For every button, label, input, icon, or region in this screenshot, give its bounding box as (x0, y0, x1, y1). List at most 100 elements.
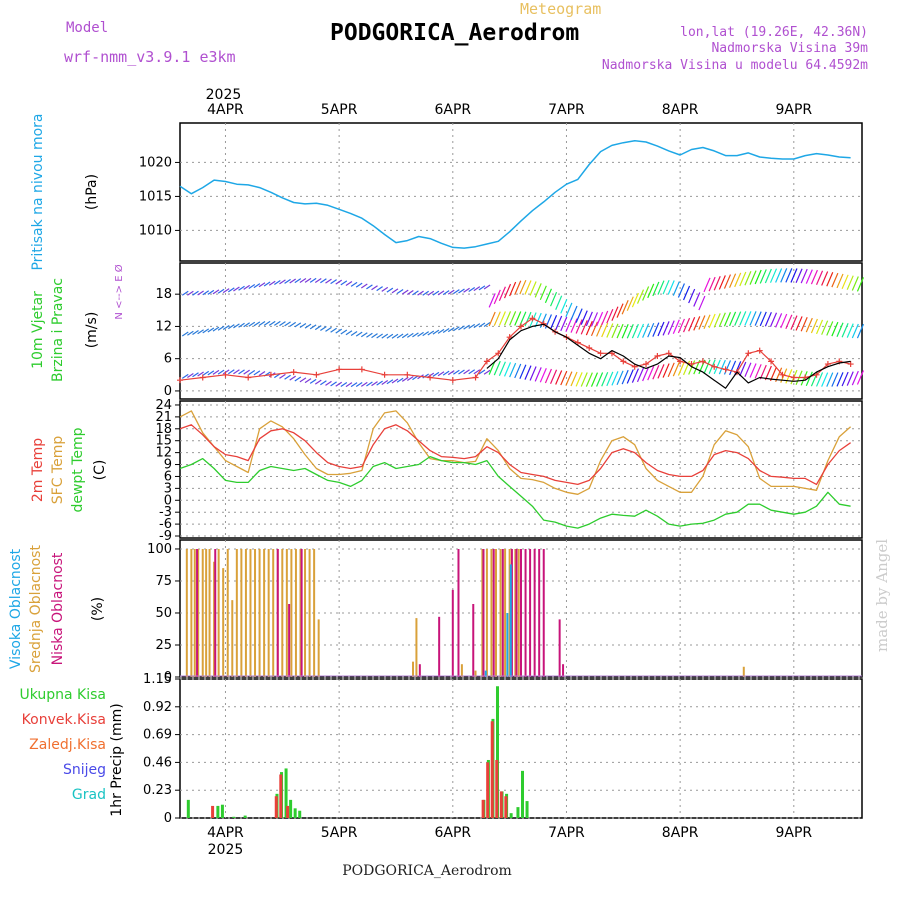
wind-arrow (340, 381, 348, 387)
ytick-label-temperature: 21 (155, 410, 172, 425)
wind-arrow (718, 275, 726, 290)
precip-bar (211, 805, 215, 818)
ytick-label-temperature: 24 (155, 398, 172, 413)
wind-arrow (534, 367, 542, 382)
wind-gust-marker (745, 350, 752, 357)
wind-arrow (503, 362, 512, 377)
wind-arrow (233, 286, 240, 292)
model-name: wrf-nmm_v3.9.1 e3km (64, 48, 236, 66)
wind-arrow (749, 311, 757, 326)
wind-arrow (274, 280, 281, 286)
wind-arrow (192, 330, 199, 336)
wind-arrow (268, 320, 276, 326)
wind-arrow (483, 284, 491, 290)
wind-arrow (718, 359, 726, 375)
wind-arrow (585, 311, 593, 327)
wind-arrow (366, 381, 373, 387)
wind-arrow (744, 362, 752, 377)
wind-arrow (371, 333, 378, 339)
wind-arrow (688, 316, 696, 332)
wind-arrow (713, 313, 721, 328)
wind-arrow (447, 289, 455, 295)
wind-arrow (821, 320, 829, 335)
wind-arrow (197, 329, 204, 335)
ytick-label-temperature: 12 (155, 446, 172, 461)
wind-arrow (330, 381, 337, 387)
wind-arrow (800, 268, 808, 284)
wind-arrow (396, 289, 404, 295)
wind-arrow (299, 322, 307, 328)
temp-label-sfc: SFC Temp (50, 436, 66, 505)
wind-arrow (289, 321, 297, 327)
wind-arrow (376, 286, 383, 292)
wind-arrow (580, 320, 588, 335)
precip-bar (293, 808, 297, 818)
wind-arrow (851, 370, 859, 386)
wind-arrow (437, 328, 445, 334)
wind-arrow (764, 365, 772, 381)
ytick-label-temperature: -9 (159, 529, 172, 544)
wind-arrow (534, 283, 542, 298)
wind-gust-marker (756, 347, 763, 354)
wind-gust-marker (177, 377, 183, 384)
wind-gust-marker (620, 358, 627, 365)
wind-arrow (529, 366, 537, 381)
ytick-label-temperature: 9 (164, 458, 172, 473)
wind-arrow (642, 366, 650, 382)
wind-arrow (836, 273, 844, 289)
bottom-day-label: 5APR (321, 825, 358, 841)
wind-arrow (355, 382, 363, 388)
wind-gust-marker (472, 374, 479, 381)
wind-arrow (401, 333, 409, 339)
wind-arrow (227, 324, 235, 330)
pressure-line (179, 139, 851, 249)
wind-arrow (575, 372, 583, 387)
wind-arrow (856, 323, 865, 339)
ytick-label-precip: 0.92 (143, 700, 172, 715)
wind-gust-line (179, 317, 851, 381)
station-title: PODGORICA_Aerodrom (330, 20, 580, 46)
wind-arrow (703, 314, 711, 329)
wind-arrow (412, 290, 419, 296)
wind-arrow (805, 317, 813, 333)
wind-arrow (340, 329, 348, 335)
wind-gust-marker (654, 352, 661, 359)
wind-arrow (631, 368, 639, 383)
ytick-label-cloud: 25 (155, 638, 172, 653)
wind-arrow (744, 271, 752, 286)
precip-bar (232, 816, 236, 818)
wind-arrow (212, 289, 220, 295)
pressure-ylabel: (hPa) (84, 174, 100, 210)
wind-arrow (657, 364, 665, 379)
wind-arrow (560, 299, 568, 314)
wind-arrow (688, 288, 696, 304)
cloud-ylabel: (%) (90, 597, 106, 621)
wind-arrow (851, 323, 859, 339)
lonlat: lon,lat (19.26E, 42.36N) (680, 25, 868, 40)
wind-arrow (350, 382, 358, 388)
wind-arrow (274, 320, 281, 326)
wind-arrow (662, 279, 670, 295)
model-elevation: Nadmorska Visina u modelu 64.4592m (601, 58, 868, 73)
wind-arrow (672, 361, 680, 377)
wind-arrow (585, 372, 593, 387)
elevation: Nadmorska Visina 39m (711, 41, 868, 56)
wind-arrow (514, 280, 522, 295)
wind-arrow (856, 370, 865, 385)
wind-arrow (222, 369, 230, 375)
wind-arrow (790, 268, 798, 283)
wind-arrow (376, 333, 383, 339)
wind-arrow (550, 314, 558, 330)
wind-arrow (350, 281, 358, 287)
wind-arrow (667, 320, 675, 335)
ytick-label-wind: 6 (164, 352, 172, 367)
wind-arrow (688, 360, 696, 375)
wind-arrow (442, 290, 450, 296)
wind-arrow (243, 322, 250, 328)
temp-dewpt-line (179, 455, 851, 529)
wind-title-2: Brzina i Pravac (50, 278, 66, 382)
wind-arrow (248, 321, 256, 327)
wind-gust-marker (529, 315, 536, 322)
wind-arrow (539, 285, 547, 301)
wind-arrow (371, 285, 378, 291)
